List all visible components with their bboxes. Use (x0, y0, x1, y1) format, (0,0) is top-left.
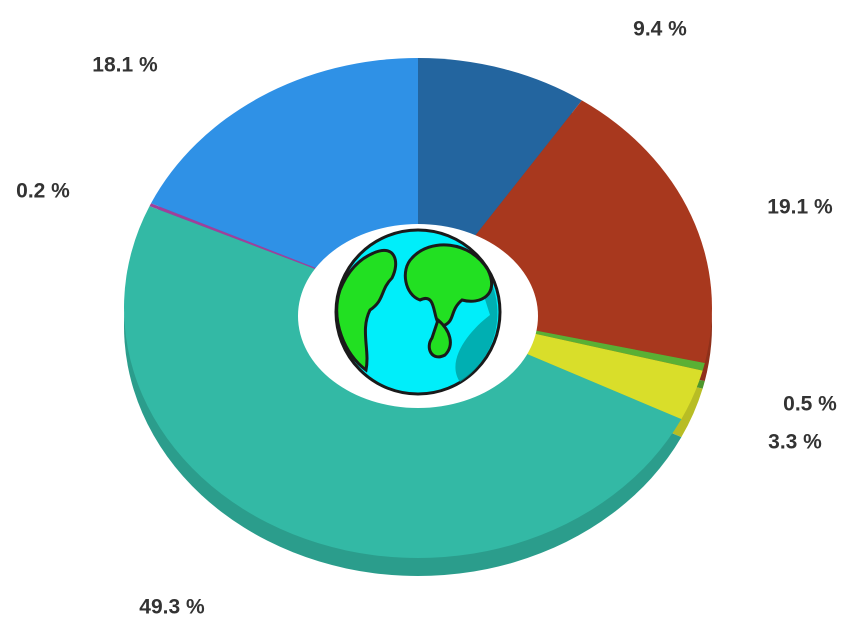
globe-icon (334, 228, 502, 396)
value-label: 3.3 % (768, 431, 822, 454)
value-label: 0.2 % (16, 180, 70, 203)
value-label: 18.1 % (92, 54, 158, 77)
value-label: 19.1 % (767, 196, 833, 219)
value-label: 0.5 % (783, 393, 837, 416)
value-label: 9.4 % (633, 18, 687, 41)
value-label: 49.3 % (139, 596, 205, 619)
